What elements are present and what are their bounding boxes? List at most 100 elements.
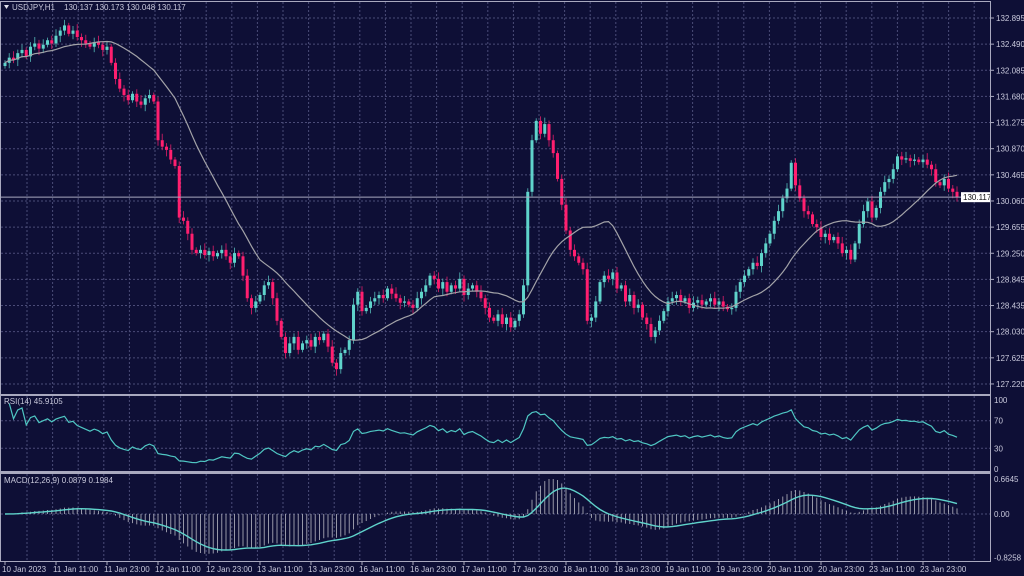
candle-bearish[interactable] <box>177 166 181 218</box>
rsi-panel[interactable] <box>8 403 958 464</box>
candle-bearish[interactable] <box>632 294 636 308</box>
candle-bearish[interactable] <box>241 256 245 276</box>
candle-bearish[interactable] <box>560 178 564 205</box>
candle-bullish[interactable] <box>619 285 623 289</box>
candle-bearish[interactable] <box>182 217 185 221</box>
candle-bearish[interactable] <box>190 233 194 250</box>
candle-bearish[interactable] <box>203 249 207 256</box>
candle-bearish[interactable] <box>500 314 504 325</box>
candle-bullish[interactable] <box>343 349 347 354</box>
candle-bullish[interactable] <box>921 159 925 163</box>
candle-bearish[interactable] <box>556 153 559 179</box>
candle-bullish[interactable] <box>262 285 266 295</box>
candle-bullish[interactable] <box>772 220 776 234</box>
candle-bullish[interactable] <box>301 343 304 350</box>
candle-bearish[interactable] <box>492 317 496 321</box>
candle-bullish[interactable] <box>517 314 521 321</box>
candle-bullish[interactable] <box>513 320 517 328</box>
candle-bearish[interactable] <box>925 159 929 165</box>
candle-bullish[interactable] <box>764 243 768 254</box>
candle-bearish[interactable] <box>152 95 156 102</box>
candle-bullish[interactable] <box>777 211 780 221</box>
candle-bullish[interactable] <box>41 44 45 49</box>
candle-bullish[interactable] <box>781 198 785 212</box>
candle-bearish[interactable] <box>381 294 385 299</box>
candle-bearish[interactable] <box>934 169 938 183</box>
candle-bullish[interactable] <box>904 158 908 160</box>
candle-bullish[interactable] <box>292 336 296 344</box>
candle-bullish[interactable] <box>377 294 381 299</box>
candle-bullish[interactable] <box>415 298 419 308</box>
candle-bullish[interactable] <box>717 301 721 305</box>
candle-bullish[interactable] <box>352 304 355 341</box>
candle-bearish[interactable] <box>245 275 249 299</box>
candle-bearish[interactable] <box>908 158 912 161</box>
candle-bearish[interactable] <box>437 278 440 289</box>
candle-bullish[interactable] <box>29 46 32 57</box>
candle-bullish[interactable] <box>313 336 317 347</box>
candle-bullish[interactable] <box>71 30 75 34</box>
candle-bullish[interactable] <box>594 301 598 318</box>
candle-bullish[interactable] <box>704 301 708 305</box>
candle-bearish[interactable] <box>284 336 287 354</box>
candle-bearish[interactable] <box>479 291 483 299</box>
candle-bearish[interactable] <box>12 57 15 60</box>
candle-bullish[interactable] <box>526 191 530 286</box>
candle-bearish[interactable] <box>411 304 415 308</box>
candle-bullish[interactable] <box>233 253 236 263</box>
candle-bearish[interactable] <box>37 43 41 49</box>
candle-bearish[interactable] <box>488 307 491 318</box>
candle-bearish[interactable] <box>870 201 874 218</box>
candle-bullish[interactable] <box>743 275 746 283</box>
candle-bullish[interactable] <box>322 333 326 341</box>
candle-bearish[interactable] <box>938 182 942 186</box>
candle-bearish[interactable] <box>573 249 576 257</box>
candle-bearish[interactable] <box>114 62 117 79</box>
candle-bearish[interactable] <box>75 30 79 38</box>
candle-bullish[interactable] <box>666 301 670 312</box>
candle-bullish[interactable] <box>131 93 134 101</box>
candle-bearish[interactable] <box>811 214 814 225</box>
candle-bearish[interactable] <box>539 120 542 134</box>
candle-bullish[interactable] <box>734 291 738 308</box>
candle-bearish[interactable] <box>819 227 823 237</box>
candle-bearish[interactable] <box>815 224 819 228</box>
candle-bullish[interactable] <box>879 191 882 208</box>
candle-bearish[interactable] <box>80 37 83 41</box>
candle-bullish[interactable] <box>424 285 428 292</box>
candle-bullish[interactable] <box>590 317 593 321</box>
candle-bullish[interactable] <box>760 253 763 266</box>
candle-bearish[interactable] <box>326 333 330 347</box>
candle-bullish[interactable] <box>403 301 406 303</box>
candle-bearish[interactable] <box>930 164 933 170</box>
candle-bearish[interactable] <box>900 156 904 160</box>
candle-bearish[interactable] <box>806 211 810 215</box>
candle-bullish[interactable] <box>356 291 360 305</box>
candle-bullish[interactable] <box>598 282 602 302</box>
candle-bullish[interactable] <box>20 49 24 54</box>
candle-bearish[interactable] <box>585 269 589 321</box>
candle-bearish[interactable] <box>237 253 241 257</box>
candle-bullish[interactable] <box>220 249 224 254</box>
candle-bullish[interactable] <box>874 207 878 218</box>
candle-bullish[interactable] <box>543 124 547 134</box>
candle-bullish[interactable] <box>16 53 20 60</box>
candle-bearish[interactable] <box>160 140 164 147</box>
candle-bullish[interactable] <box>505 317 508 325</box>
candle-bullish[interactable] <box>891 169 895 179</box>
candle-bearish[interactable] <box>118 78 122 89</box>
candle-bearish[interactable] <box>24 49 28 57</box>
candle-bearish[interactable] <box>109 46 113 63</box>
candle-bearish[interactable] <box>794 162 797 186</box>
candle-bullish[interactable] <box>683 298 687 302</box>
candle-bullish[interactable] <box>46 40 49 45</box>
candle-bearish[interactable] <box>211 251 215 257</box>
candle-bearish[interactable] <box>88 43 92 47</box>
candle-bearish[interactable] <box>828 233 831 241</box>
candle-bearish[interactable] <box>700 300 704 305</box>
candle-bearish[interactable] <box>475 285 479 292</box>
candle-bearish[interactable] <box>445 282 449 292</box>
candle-bullish[interactable] <box>288 343 292 354</box>
candle-bullish[interactable] <box>530 140 534 192</box>
